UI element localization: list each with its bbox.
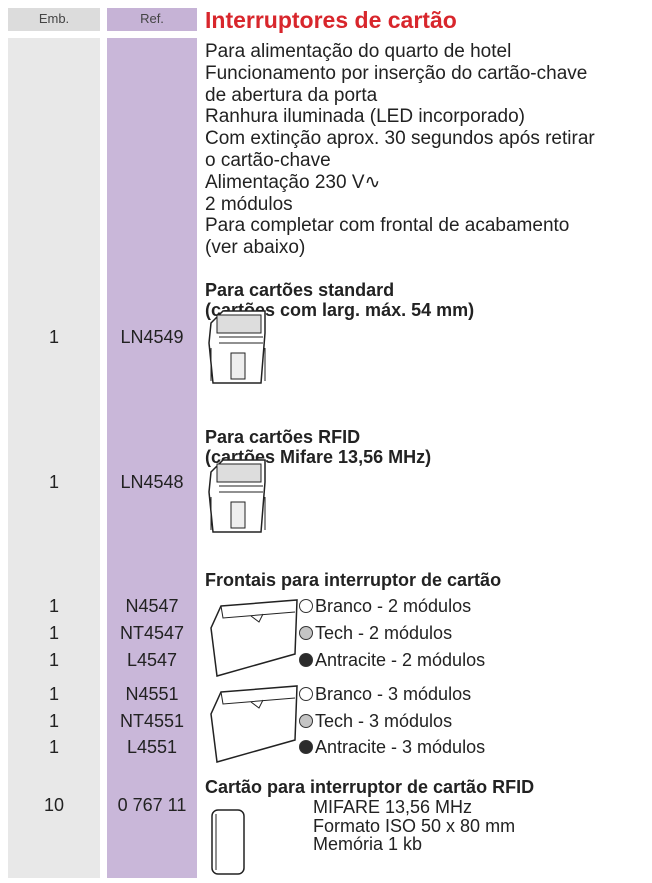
color-swatch [299, 653, 313, 667]
heading: Frontais para interruptor de cartão [205, 570, 502, 590]
color-swatch [299, 714, 313, 728]
front-image [210, 599, 298, 677]
card-image [211, 809, 245, 875]
emb-column [8, 38, 100, 878]
ref: LN4549 [120, 327, 184, 347]
emb: 1 [48, 327, 59, 347]
ref: N4551 [125, 684, 179, 704]
description-line: o cartão-chave [205, 150, 331, 171]
detail: Memória 1 kb [313, 834, 423, 854]
emb: 1 [48, 684, 59, 704]
emb-header-bg [8, 8, 100, 31]
description-line: Funcionamento por inserção do cartão-cha… [205, 62, 588, 84]
heading: Para cartões standard [205, 280, 395, 300]
color-swatch [299, 687, 313, 701]
description-line: de abertura da porta [205, 84, 378, 106]
emb: 1 [48, 472, 59, 492]
emb: 1 [48, 737, 59, 757]
finish-label: Tech - 2 módulos [315, 623, 453, 643]
finish-label: Tech - 3 módulos [315, 711, 453, 731]
ref: L4547 [126, 650, 178, 670]
heading: Para cartões RFID [205, 427, 361, 447]
color-swatch [299, 626, 313, 640]
emb: 1 [48, 650, 59, 670]
switch-image [208, 459, 266, 533]
heading: (cartões com larg. máx. 54 mm) [205, 300, 475, 320]
ref: NT4551 [119, 711, 185, 731]
description-line: 2 módulos [205, 193, 293, 215]
finish-label: Branco - 2 módulos [315, 596, 472, 616]
description-line: Para alimentação do quarto de hotel [205, 41, 512, 62]
description-line: Alimentação 230 V∿ [205, 171, 381, 193]
detail: Formato ISO 50 x 80 mm [313, 816, 516, 836]
description-line: Ranhura iluminada (LED incorporado) [205, 106, 526, 128]
switch-image [208, 310, 266, 384]
emb: 10 [43, 795, 65, 815]
title: Interruptores de cartão [205, 7, 457, 33]
ref: LN4548 [120, 472, 184, 492]
front-image [210, 685, 298, 763]
description-line: Para completar com frontal de acabamento [205, 215, 570, 237]
description-line: (ver abaixo) [205, 237, 306, 259]
heading: Cartão para interruptor de cartão RFID [205, 777, 535, 797]
color-swatch [299, 740, 313, 754]
ref-column [107, 38, 197, 878]
emb-header: Emb. [38, 11, 70, 26]
finish-label: Branco - 3 módulos [315, 684, 472, 704]
color-swatch [299, 599, 313, 613]
ref: NT4547 [119, 623, 185, 643]
emb: 1 [48, 711, 59, 731]
ref: 0 767 11 [117, 795, 187, 815]
emb: 1 [48, 596, 59, 616]
finish-label: Antracite - 2 módulos [315, 650, 486, 670]
finish-label: Antracite - 3 módulos [315, 737, 486, 757]
detail: MIFARE 13,56 MHz [313, 797, 473, 817]
ref-header: Ref. [140, 11, 164, 26]
description-line: Com extinção aprox. 30 segundos após ret… [205, 128, 595, 150]
ref-header-bg [107, 8, 197, 31]
ref: L4551 [126, 737, 178, 757]
emb: 1 [48, 623, 59, 643]
ref: N4547 [125, 596, 179, 616]
